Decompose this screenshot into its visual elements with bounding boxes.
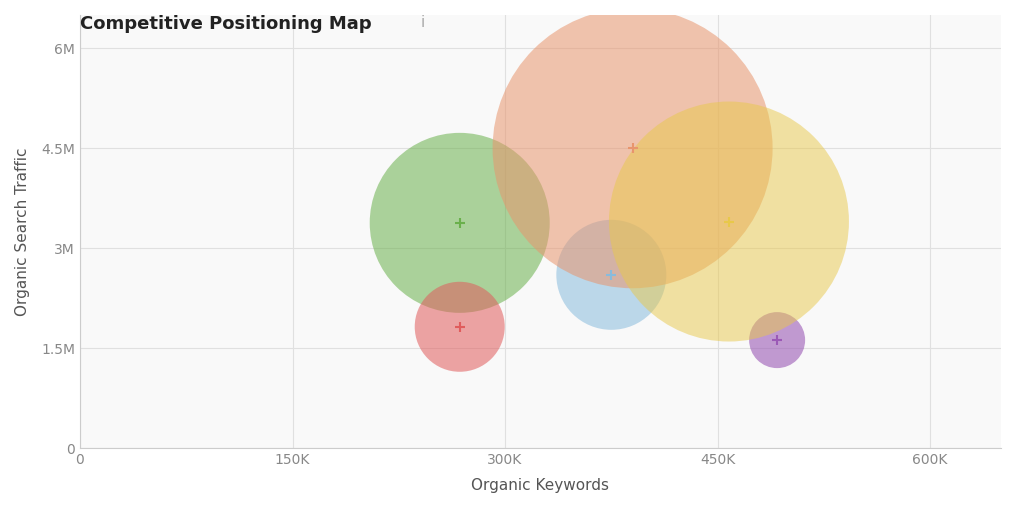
Y-axis label: Organic Search Traffic: Organic Search Traffic: [15, 147, 30, 316]
Text: Competitive Positioning Map: Competitive Positioning Map: [80, 15, 372, 33]
Ellipse shape: [370, 133, 550, 313]
Text: i: i: [421, 15, 425, 30]
Ellipse shape: [557, 220, 666, 330]
X-axis label: Organic Keywords: Organic Keywords: [471, 478, 610, 493]
Ellipse shape: [493, 8, 772, 288]
Ellipse shape: [415, 282, 505, 372]
Ellipse shape: [749, 312, 805, 368]
Ellipse shape: [609, 102, 849, 341]
